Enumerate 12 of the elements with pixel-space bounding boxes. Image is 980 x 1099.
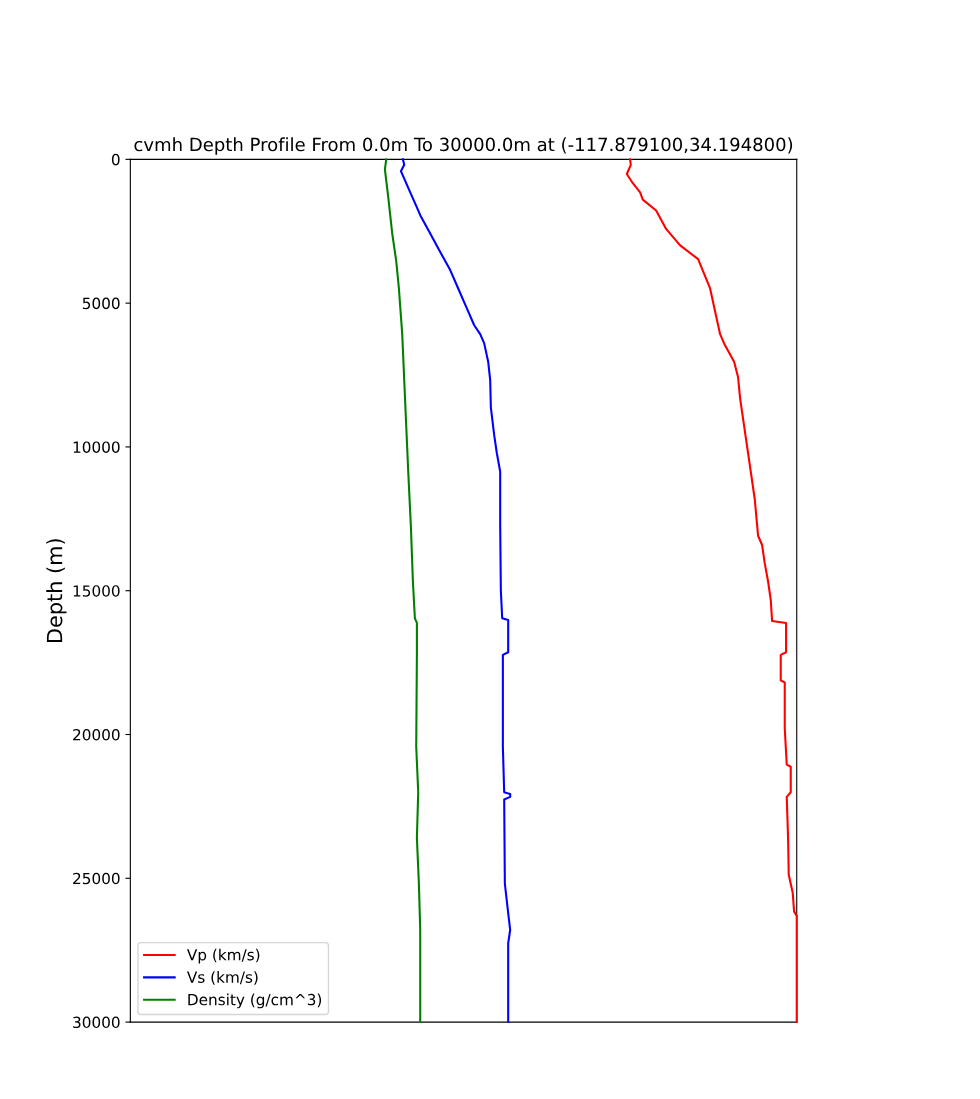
legend-label: Vp (km/s)	[186, 948, 260, 964]
y-tick-label: 25000	[73, 872, 120, 885]
y-axis-title: Depth (m)	[46, 539, 67, 642]
y-tick-label: 30000	[73, 1016, 120, 1029]
y-tick-label: 10000	[73, 441, 120, 453]
legend-label: Vs (km/s)	[186, 971, 258, 985]
legend-label: Density (g/cm^3)	[188, 993, 322, 1009]
chart-title: cvmh Depth Profile From 0.0m To 30000.0m at (-117.879100,34.194800)	[134, 137, 793, 155]
y-tick-label: 5000	[82, 297, 120, 310]
y-tick-label: 0	[111, 153, 120, 166]
y-tick-label: 15000	[73, 585, 120, 597]
y-tick-label: 20000	[73, 728, 120, 741]
